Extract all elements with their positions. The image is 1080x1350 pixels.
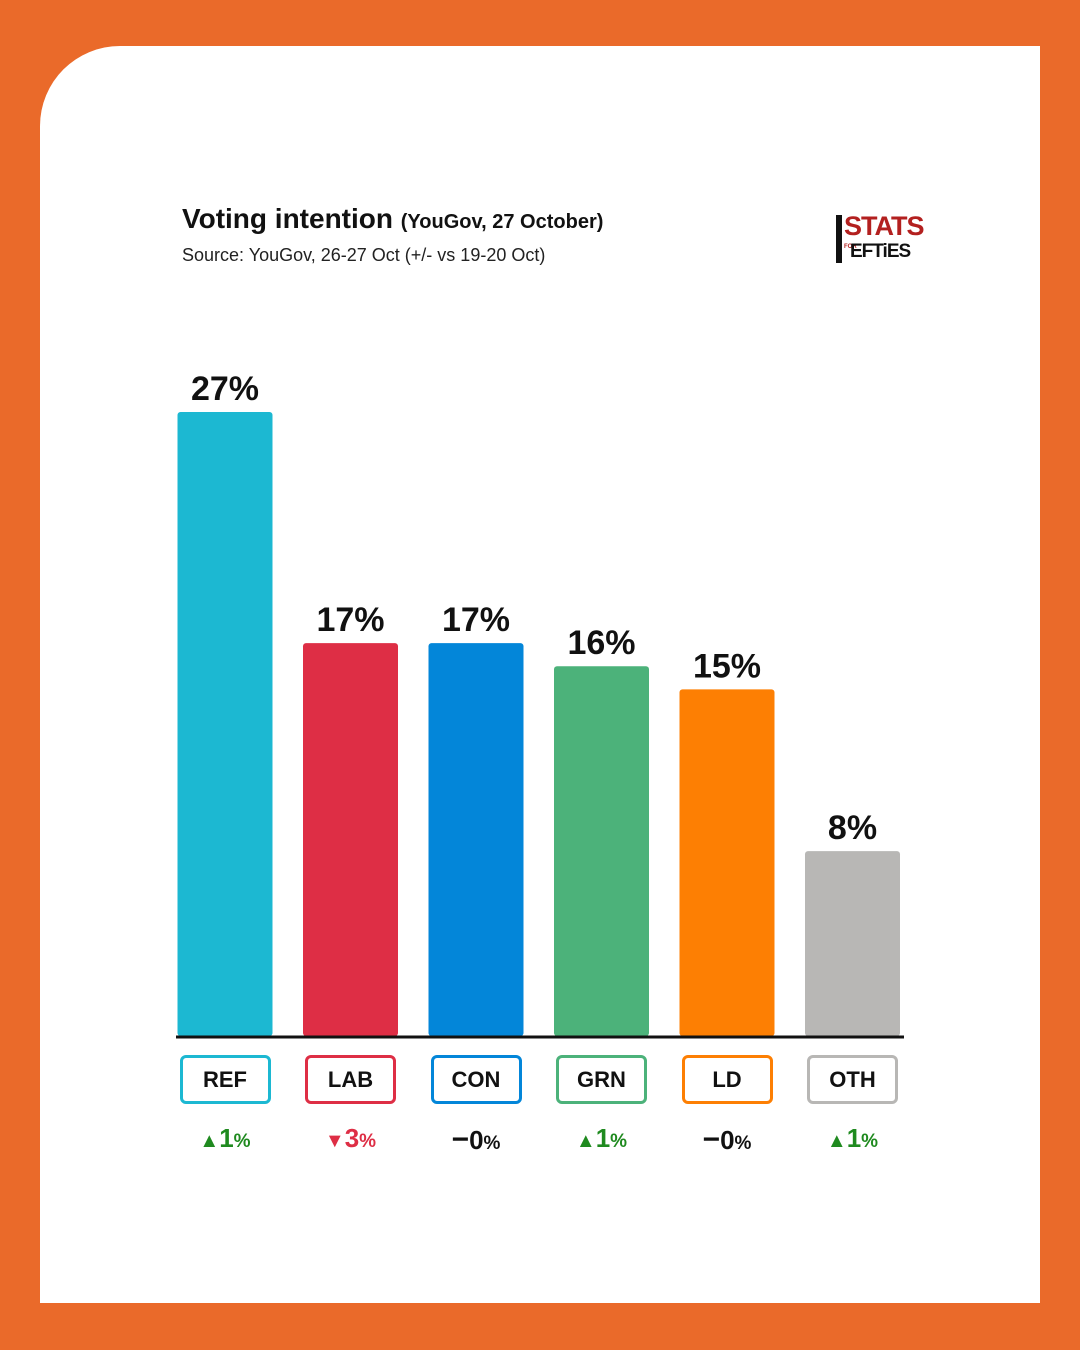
change-value: 1 [595, 1123, 611, 1153]
logo-l-bar [836, 215, 842, 263]
change-ld: −0% [679, 1123, 775, 1157]
value-label-ref: 27% [191, 370, 259, 408]
value-label-grn: 16% [567, 624, 635, 662]
change-value: 0 [469, 1125, 484, 1155]
change-arrow-icon: − [702, 1123, 721, 1156]
stats-for-lefties-logo: STATS FOR EFTiES [836, 211, 924, 265]
bar-ld [679, 689, 775, 1036]
chart-title: Voting intention (YouGov, 27 October) [182, 202, 603, 239]
chart-title-suffix: (YouGov, 27 October) [400, 211, 604, 233]
logo-lefties: EFTiES [850, 241, 911, 262]
change-arrow-icon: ▼ [324, 1130, 345, 1152]
logo-for: FOR [844, 244, 857, 250]
change-unit: % [359, 1131, 377, 1152]
change-unit: % [610, 1131, 628, 1152]
change-grn: ▲1% [554, 1123, 650, 1154]
bar-lab [303, 643, 398, 1036]
bar-con [428, 643, 524, 1036]
change-value: 1 [846, 1123, 862, 1153]
change-lab: ▼3% [303, 1123, 399, 1154]
value-label-oth: 8% [828, 809, 877, 847]
value-label-lab: 17% [316, 601, 384, 639]
bar-grn [554, 666, 649, 1036]
party-label-ld: LD [681, 1055, 773, 1104]
party-label-lab: LAB [305, 1055, 396, 1104]
bar-oth [805, 851, 900, 1036]
change-unit: % [861, 1131, 879, 1152]
party-label-grn: GRN [556, 1055, 647, 1104]
party-label-oth: OTH [807, 1055, 898, 1104]
change-arrow-icon: ▲ [575, 1130, 596, 1152]
chart-title-main: Voting intention [182, 203, 393, 234]
change-value: 3 [344, 1123, 360, 1153]
value-label-con: 17% [442, 601, 510, 639]
bar-ref [177, 412, 273, 1036]
change-arrow-icon: ▲ [199, 1130, 220, 1152]
party-label-con: CON [430, 1055, 522, 1104]
value-label-ld: 15% [693, 647, 761, 685]
chart-source: Source: YouGov, 26-27 Oct (+/- vs 19-20 … [182, 245, 546, 265]
change-ref: ▲1% [177, 1123, 273, 1154]
change-unit: % [734, 1133, 752, 1154]
logo-stats: STATS [844, 211, 924, 241]
change-con: −0% [428, 1123, 524, 1157]
title-block: Voting intention (YouGov, 27 October) So… [182, 202, 603, 266]
change-arrow-icon: ▲ [826, 1130, 847, 1152]
change-oth: ▲1% [805, 1123, 901, 1154]
change-value: 0 [720, 1125, 735, 1155]
change-arrow-icon: − [451, 1123, 470, 1156]
change-unit: % [483, 1133, 501, 1154]
change-unit: % [233, 1131, 251, 1152]
change-value: 1 [219, 1123, 234, 1153]
party-label-ref: REF [179, 1055, 271, 1104]
